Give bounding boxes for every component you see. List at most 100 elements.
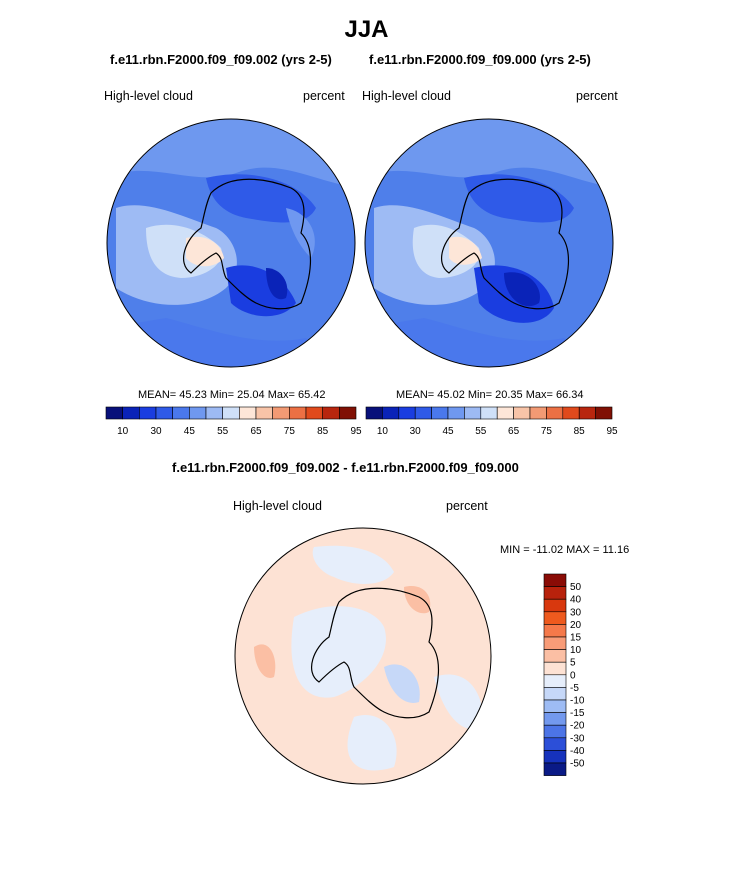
colorbar-swatch bbox=[562, 406, 580, 420]
colorbar-swatch bbox=[546, 406, 564, 420]
colorbar-tick-label: 30 bbox=[570, 607, 582, 618]
colorbar-swatch bbox=[172, 406, 190, 420]
panel-left-title: f.e11.rbn.F2000.f09_f09.002 (yrs 2-5) bbox=[110, 52, 332, 67]
colorbar-swatch bbox=[398, 406, 416, 420]
colorbar-tick-label: 30 bbox=[410, 426, 422, 437]
colorbar-swatch bbox=[543, 750, 567, 764]
colorbar-swatch bbox=[595, 406, 613, 420]
map-left bbox=[106, 118, 356, 368]
colorbar-tick-label: 95 bbox=[350, 426, 362, 437]
max-value: 66.34 bbox=[555, 389, 584, 401]
min-value: 20.35 bbox=[495, 389, 523, 401]
colorbar-swatch bbox=[447, 406, 465, 420]
colorbar-swatch bbox=[543, 573, 567, 587]
colorbar-tick-label: -40 bbox=[570, 746, 585, 757]
colorbar-swatch bbox=[205, 406, 223, 420]
min-label: Min= bbox=[467, 389, 493, 401]
colorbar-swatch bbox=[543, 687, 567, 701]
colorbar-swatch bbox=[543, 699, 567, 713]
colorbar-tick-label: 50 bbox=[570, 582, 582, 593]
colorbar-tick-label: 55 bbox=[217, 426, 229, 437]
colorbar-swatch bbox=[513, 406, 531, 420]
colorbar-swatch bbox=[543, 611, 567, 625]
panel-left-units: percent bbox=[303, 89, 345, 103]
colorbar-swatch bbox=[543, 661, 567, 676]
colorbar-swatch bbox=[464, 406, 482, 420]
colorbar-swatch bbox=[122, 406, 140, 420]
colorbar-swatch bbox=[414, 406, 432, 420]
colorbar-swatch bbox=[543, 598, 567, 613]
colorbar-tick-label: 75 bbox=[541, 426, 553, 437]
colorbar-swatch bbox=[189, 406, 207, 420]
diff-variable: High-level cloud bbox=[233, 499, 322, 513]
panel-left-stats: MEAN= 45.23 Min= 25.04 Max= 65.42 bbox=[138, 389, 326, 401]
map-diff bbox=[234, 527, 492, 785]
mean-label: MEAN= bbox=[396, 389, 435, 401]
colorbar-swatch bbox=[543, 724, 567, 739]
colorbar-swatch bbox=[105, 406, 123, 420]
page-title: JJA bbox=[344, 16, 389, 43]
colorbar-tick-label: 10 bbox=[377, 426, 389, 437]
colorbar-tick-label: 95 bbox=[606, 426, 618, 437]
colorbar-tick-label: 85 bbox=[317, 426, 329, 437]
colorbar-swatch bbox=[255, 406, 273, 420]
colorbar-swatch bbox=[543, 636, 567, 650]
colorbar-tick-label: 45 bbox=[184, 426, 196, 437]
colorbar-swatch bbox=[382, 406, 400, 420]
panel-right-title: f.e11.rbn.F2000.f09_f09.000 (yrs 2-5) bbox=[369, 52, 591, 67]
max-label: Max= bbox=[267, 389, 295, 401]
colorbar-tick-label: 15 bbox=[570, 633, 582, 644]
mean-label: MEAN= bbox=[138, 389, 177, 401]
colorbar-swatch bbox=[222, 406, 240, 420]
colorbar-tick-label: -50 bbox=[570, 759, 585, 770]
colorbar-swatch bbox=[529, 406, 547, 420]
colorbar-tick-label: 65 bbox=[508, 426, 520, 437]
colorbar-swatch bbox=[155, 406, 173, 420]
colorbar-tick-label: 20 bbox=[570, 620, 582, 631]
max-label: Max= bbox=[525, 389, 553, 401]
colorbar-tick-label: 75 bbox=[284, 426, 296, 437]
diff-minmax: MIN = -11.02 MAX = 11.16 bbox=[500, 544, 630, 556]
colorbar-left: 10 30 45 55 65 75 85 95 bbox=[105, 406, 362, 437]
colorbar-tick-label: -30 bbox=[570, 733, 585, 744]
colorbar-swatch bbox=[139, 406, 157, 420]
colorbar-swatch bbox=[339, 406, 357, 420]
panel-right-stats: MEAN= 45.02 Min= 20.35 Max= 66.34 bbox=[396, 389, 584, 401]
max-value: 65.42 bbox=[297, 389, 326, 401]
colorbar-swatch bbox=[543, 737, 567, 751]
colorbar-tick-label: 10 bbox=[117, 426, 129, 437]
colorbar-swatch bbox=[289, 406, 307, 420]
map-right bbox=[364, 118, 614, 368]
colorbar-tick-label: -20 bbox=[570, 721, 585, 732]
colorbar-swatch bbox=[480, 406, 498, 420]
colorbar-swatch bbox=[496, 406, 514, 420]
colorbar-tick-label: 10 bbox=[570, 645, 582, 656]
colorbar-swatch bbox=[239, 406, 257, 420]
colorbar-swatch bbox=[543, 674, 567, 688]
colorbar-swatch bbox=[272, 406, 290, 420]
colorbar-swatch bbox=[543, 712, 567, 726]
colorbar-tick-label: -10 bbox=[570, 696, 585, 707]
colorbar-tick-label: 85 bbox=[574, 426, 586, 437]
panel-right-units: percent bbox=[576, 89, 618, 103]
mean-value: 45.02 bbox=[437, 389, 465, 401]
colorbar-swatch bbox=[322, 406, 340, 420]
colorbar-swatch bbox=[305, 406, 323, 420]
colorbar-right: 10 30 45 55 65 75 85 95 bbox=[365, 406, 618, 437]
colorbar-swatch bbox=[543, 624, 567, 638]
colorbar-tick-label: 0 bbox=[570, 670, 576, 681]
colorbar-tick-label: -15 bbox=[570, 708, 585, 719]
panel-right-variable: High-level cloud bbox=[362, 89, 451, 103]
colorbar-tick-label: 5 bbox=[570, 658, 576, 669]
panel-left-variable: High-level cloud bbox=[104, 89, 193, 103]
colorbar-swatch bbox=[431, 406, 449, 420]
mean-value: 45.23 bbox=[179, 389, 207, 401]
colorbar-tick-label: 65 bbox=[250, 426, 262, 437]
colorbar-swatch bbox=[365, 406, 383, 420]
min-label: Min= bbox=[209, 389, 235, 401]
diff-units: percent bbox=[446, 499, 488, 513]
colorbar-swatch bbox=[543, 649, 567, 663]
colorbar-swatch bbox=[578, 406, 596, 420]
colorbar-swatch bbox=[543, 586, 567, 600]
